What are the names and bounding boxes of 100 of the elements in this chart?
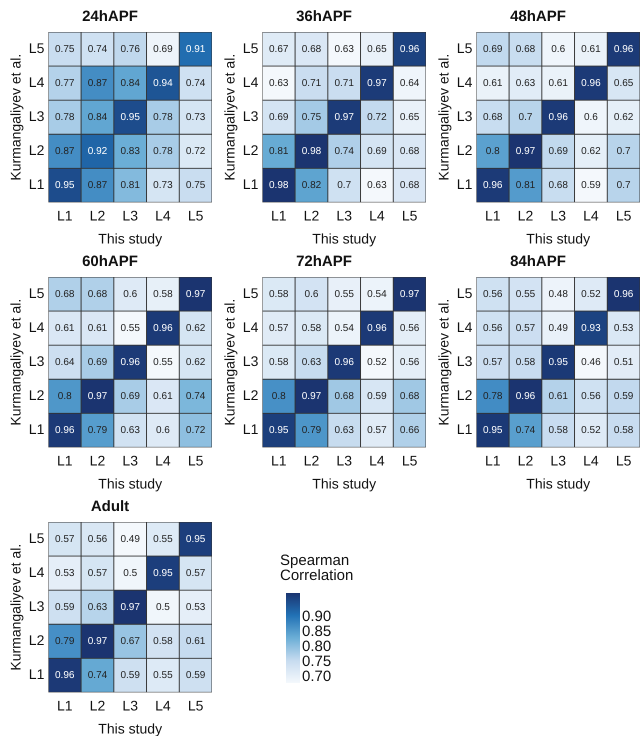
x-tick-label: L4 (155, 208, 171, 224)
data-label: 0.53 (55, 568, 75, 579)
data-label: 0.68 (55, 288, 75, 300)
data-label: 0.72 (186, 425, 206, 436)
data-label: 0.63 (334, 44, 354, 55)
data-label: 0.58 (548, 425, 568, 436)
data-label: 0.87 (55, 146, 75, 158)
x-tick-label: L4 (369, 208, 385, 224)
x-axis-title: This study (98, 720, 162, 736)
data-label: 0.71 (334, 78, 354, 89)
y-tick-label: L4 (242, 318, 259, 335)
data-label: 0.52 (367, 356, 388, 368)
data-label: 0.95 (153, 568, 174, 579)
x-tick-label: L4 (369, 452, 385, 469)
x-tick-label: L1 (56, 698, 73, 714)
data-label: 0.98 (269, 180, 289, 192)
data-label: 0.57 (516, 322, 536, 334)
data-label: 0.64 (55, 356, 75, 368)
data-label: 0.58 (153, 636, 174, 648)
data-label: 0.56 (88, 534, 108, 545)
y-axis-title: Kurmangaliyev et al. (435, 298, 452, 426)
data-label: 0.55 (334, 288, 354, 300)
x-tick-label: L2 (304, 208, 320, 224)
y-tick-label: L2 (242, 387, 259, 404)
data-label: 0.69 (367, 146, 388, 158)
data-label: 0.63 (367, 180, 388, 192)
x-axis-title: This study (98, 230, 162, 246)
x-tick-label: L5 (616, 208, 632, 224)
y-tick-label: L3 (456, 108, 473, 124)
data-label: 0.55 (153, 356, 174, 368)
x-tick-label: L5 (402, 208, 418, 224)
x-tick-label: L5 (188, 208, 204, 224)
x-tick-label: L3 (122, 452, 138, 469)
data-label: 0.8 (486, 146, 500, 158)
y-tick-label: L5 (456, 40, 473, 56)
x-axis-title: This study (526, 230, 590, 246)
data-label: 0.52 (581, 425, 602, 436)
data-label: 0.57 (367, 425, 388, 436)
data-label: 0.63 (334, 425, 354, 436)
data-label: 0.56 (400, 356, 420, 368)
data-label: 0.95 (269, 425, 289, 436)
data-label: 0.73 (153, 180, 174, 192)
data-label: 0.74 (186, 391, 206, 402)
data-label: 0.81 (120, 180, 140, 192)
color-bar-label: 0.85 (302, 623, 332, 640)
y-tick-label: L4 (28, 74, 45, 90)
color-bar-label: 0.90 (302, 608, 332, 625)
y-tick-label: L4 (242, 74, 259, 90)
data-label: 0.96 (367, 322, 388, 334)
data-label: 0.54 (367, 288, 388, 300)
data-label: 0.96 (120, 356, 140, 368)
data-label: 0.61 (186, 636, 206, 648)
data-label: 0.57 (55, 534, 75, 545)
data-label: 0.59 (55, 602, 75, 613)
data-label: 0.96 (548, 112, 568, 123)
data-label: 0.68 (400, 180, 420, 192)
y-tick-label: L1 (456, 176, 473, 192)
data-label: 0.87 (88, 180, 108, 192)
x-axis-title: This study (312, 230, 376, 246)
data-label: 0.56 (400, 322, 420, 334)
data-label: 0.62 (186, 322, 206, 334)
color-bar-label: 0.70 (302, 668, 332, 685)
data-label: 0.58 (516, 356, 536, 368)
data-label: 0.97 (516, 146, 536, 158)
data-label: 0.95 (186, 534, 206, 545)
data-label: 0.55 (120, 322, 140, 334)
x-axis-title: This study (312, 475, 376, 492)
data-label: 0.69 (483, 44, 503, 55)
data-label: 0.61 (581, 44, 602, 55)
y-tick-label: L1 (28, 176, 45, 192)
color-bar-title: Spearman Correlation (280, 552, 354, 584)
data-label: 0.68 (400, 146, 420, 158)
data-label: 0.62 (614, 112, 634, 123)
data-label: 0.97 (186, 288, 206, 300)
y-axis-title: Kurmangaliyev et al. (7, 54, 24, 181)
data-label: 0.63 (120, 425, 140, 436)
data-label: 0.54 (334, 322, 354, 334)
data-label: 0.79 (302, 425, 322, 436)
data-label: 0.63 (88, 602, 108, 613)
data-label: 0.97 (302, 391, 322, 402)
x-tick-label: L5 (616, 452, 632, 469)
data-label: 0.74 (88, 670, 108, 682)
data-label: 0.8 (58, 391, 72, 402)
y-tick-label: L5 (456, 284, 473, 301)
data-label: 0.75 (186, 180, 206, 192)
data-label: 0.91 (186, 44, 206, 55)
data-label: 0.97 (88, 391, 108, 402)
data-label: 0.48 (548, 288, 568, 300)
y-tick-label: L4 (28, 564, 45, 580)
data-label: 0.59 (186, 670, 206, 682)
data-label: 0.58 (153, 288, 174, 300)
data-label: 0.82 (302, 180, 322, 192)
data-label: 0.59 (614, 391, 634, 402)
data-label: 0.63 (302, 356, 322, 368)
data-label: 0.96 (614, 44, 634, 55)
data-label: 0.65 (400, 112, 420, 123)
x-tick-label: L1 (56, 452, 73, 469)
data-label: 0.67 (120, 636, 140, 648)
data-label: 0.59 (120, 670, 140, 682)
data-label: 0.87 (88, 78, 108, 89)
